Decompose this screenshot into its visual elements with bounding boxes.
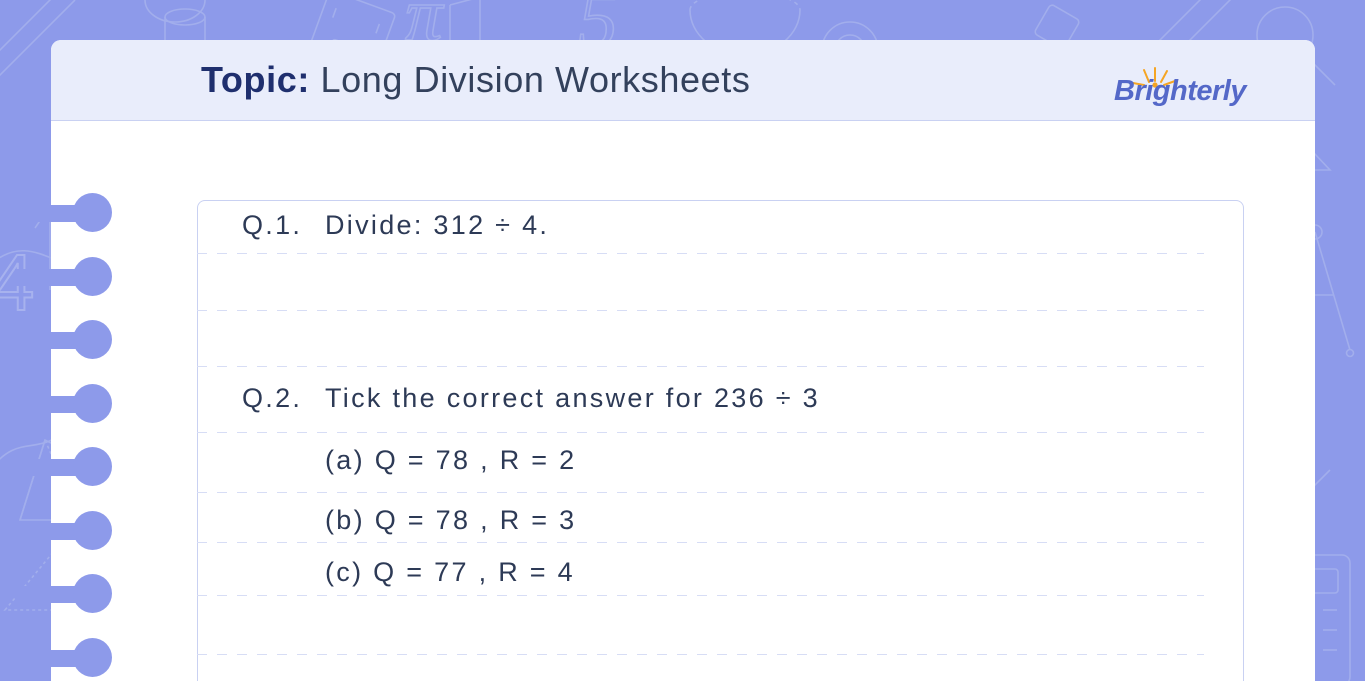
svg-text:Brighterly: Brighterly	[1114, 75, 1248, 107]
